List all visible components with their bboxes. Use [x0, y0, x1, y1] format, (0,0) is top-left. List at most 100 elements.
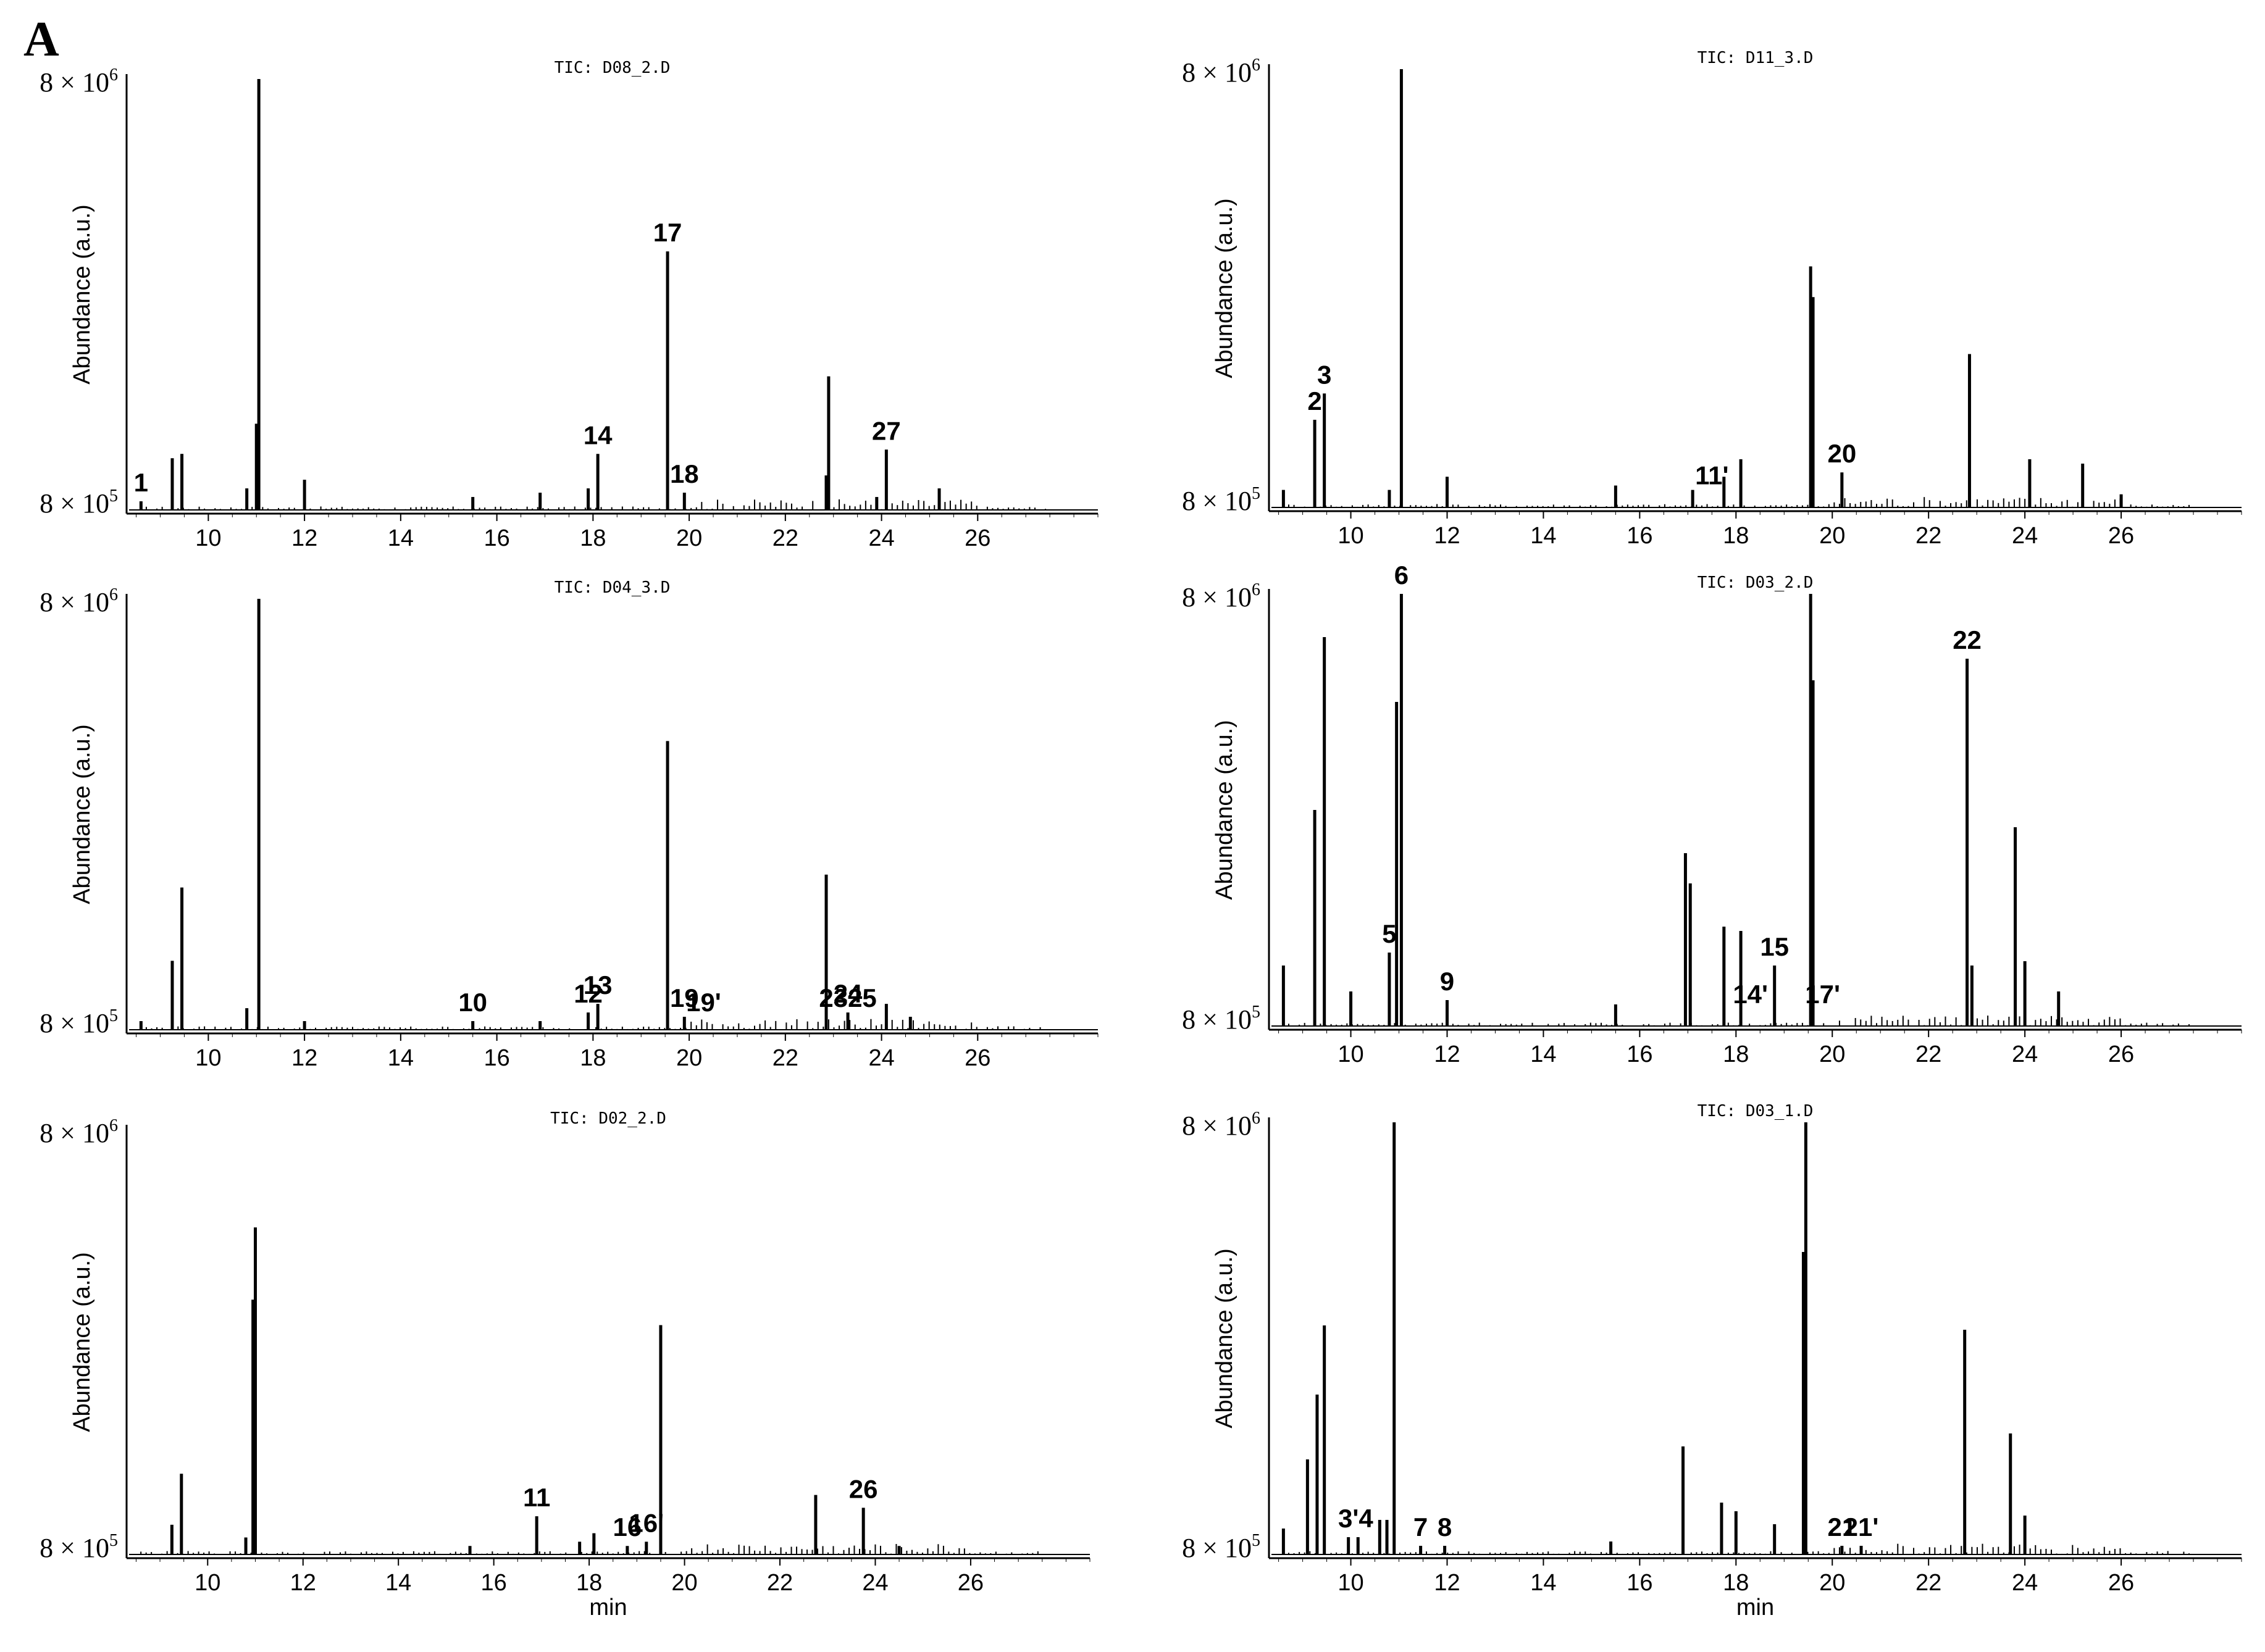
x-tick-label: 20 [1819, 1041, 1845, 1067]
trace-title: TIC: D03_2.D [1698, 574, 1814, 592]
y-axis-title: Abundance (a.u.) [69, 204, 95, 385]
x-tick-label: 22 [772, 1045, 798, 1071]
x-tick-label: 18 [1723, 523, 1749, 549]
x-tick-label: 22 [772, 525, 798, 551]
peak-label-2: 2 [1307, 386, 1321, 415]
x-tick-label: 12 [291, 525, 317, 551]
x-tick-label: 16 [481, 1570, 507, 1596]
y-tick-bottom-exponent: 5 [1252, 484, 1260, 503]
peak-label-3: 3 [1317, 360, 1331, 389]
x-tick-label: 26 [965, 1045, 990, 1071]
x-tick-label: 12 [290, 1570, 316, 1596]
y-tick-bottom-exponent: 5 [109, 1531, 118, 1550]
peak-label-20: 20 [1827, 439, 1856, 468]
noise-spikes [140, 499, 1047, 510]
x-tick-label: 16 [1627, 1570, 1652, 1596]
peak-label-16': 16' [629, 1508, 664, 1537]
x-tick-label: 20 [1819, 523, 1845, 549]
peak-label-14': 14' [1733, 980, 1768, 1009]
peak-label-19': 19' [686, 988, 721, 1017]
x-tick-label: 14 [388, 1045, 414, 1071]
x-tick-label: 16 [1627, 523, 1652, 549]
x-tick-label: 12 [291, 1045, 317, 1071]
peak-label-15: 15 [1760, 932, 1789, 961]
y-tick-top: 8 × 106 [1182, 580, 1260, 612]
y-tick-top-exponent: 6 [109, 65, 118, 85]
x-tick-label: 16 [484, 1045, 509, 1071]
x-tick-label: 10 [1338, 523, 1363, 549]
y-tick-top: 8 × 106 [1182, 1109, 1260, 1141]
x-tick-label: 12 [1434, 523, 1460, 549]
x-tick-label: 24 [2012, 523, 2038, 549]
noise-spikes [1283, 497, 2190, 507]
x-tick-label: 20 [676, 1045, 702, 1071]
y-tick-top-exponent: 6 [1252, 56, 1260, 75]
x-tick-label: 24 [862, 1570, 888, 1596]
x-tick-label: 26 [958, 1570, 984, 1596]
y-tick-top: 8 × 106 [40, 65, 118, 98]
x-tick-label: 10 [195, 1570, 220, 1596]
trace-title: TIC: D11_3.D [1698, 49, 1814, 67]
peak-label-21: 21 [1827, 1512, 1856, 1541]
x-tick-label: 10 [1338, 1570, 1363, 1596]
peak-label-10: 10 [458, 988, 487, 1017]
x-tick-label: 20 [1819, 1570, 1845, 1596]
x-tick-label: 24 [2012, 1041, 2038, 1067]
noise-spikes [1283, 1016, 2190, 1026]
x-axis-title: min [589, 1595, 627, 1621]
trace-title: TIC: D04_3.D [555, 578, 671, 597]
peak-label-26: 26 [849, 1474, 878, 1503]
peak-label-19: 19 [670, 983, 699, 1012]
peak-label-17: 17 [653, 218, 682, 247]
peak-label-14: 14 [584, 420, 613, 449]
peak-label-13: 13 [584, 970, 613, 999]
peak-label-8: 8 [1438, 1512, 1452, 1541]
peak-label-11: 11 [523, 1483, 550, 1512]
y-axis-title: Abundance (a.u.) [1212, 198, 1237, 378]
y-tick-bottom-exponent: 5 [109, 486, 118, 506]
noise-spikes [140, 1544, 1039, 1554]
x-tick-label: 26 [965, 525, 990, 551]
peak-label-24: 24 [834, 979, 863, 1008]
y-tick-bottom: 8 × 105 [40, 486, 118, 519]
y-tick-bottom: 8 × 105 [40, 1006, 118, 1038]
x-tick-label: 14 [1530, 1041, 1556, 1067]
x-tick-label: 18 [1723, 1041, 1749, 1067]
y-tick-top-exponent: 6 [1252, 1109, 1260, 1128]
x-tick-label: 18 [576, 1570, 602, 1596]
x-tick-label: 22 [1915, 1570, 1941, 1596]
x-tick-label: 22 [1915, 1041, 1941, 1067]
peak-label-6: 6 [1394, 561, 1409, 590]
peak-label-12: 12 [574, 979, 603, 1008]
peak-label-27: 27 [872, 416, 901, 445]
figure-label: A [23, 12, 59, 67]
noise-spikes [1283, 1543, 2190, 1554]
x-tick-label: 22 [767, 1570, 793, 1596]
trace-title: TIC: D03_1.D [1698, 1102, 1814, 1120]
x-tick-label: 18 [1723, 1570, 1749, 1596]
peak-label-17': 17' [1805, 980, 1840, 1009]
trace-title: TIC: D08_2.D [555, 59, 671, 77]
peak-label-11': 11' [1695, 461, 1728, 490]
x-tick-label: 10 [1338, 1041, 1363, 1067]
x-tick-label: 14 [385, 1570, 411, 1596]
y-tick-bottom: 8 × 105 [40, 1531, 118, 1563]
peak-label-16: 16 [613, 1512, 642, 1541]
y-tick-top: 8 × 106 [40, 585, 118, 617]
x-tick-label: 12 [1434, 1041, 1460, 1067]
y-tick-bottom: 8 × 105 [1182, 484, 1260, 516]
y-axis-title: Abundance (a.u.) [69, 1252, 95, 1432]
x-tick-label: 24 [2012, 1570, 2038, 1596]
y-axis-title: Abundance (a.u.) [69, 724, 95, 904]
peak-label-3'4: 3'4 [1338, 1504, 1373, 1533]
y-tick-top-exponent: 6 [109, 585, 118, 604]
x-tick-label: 24 [868, 525, 894, 551]
x-axis-title: min [1736, 1595, 1774, 1621]
chromatogram-panel-6: TIC: D03_1.D 10 12 14 16 18 20 22 24 26 8 × 106 8 ×… [1182, 1102, 2242, 1621]
y-tick-top: 8 × 106 [1182, 56, 1260, 88]
x-tick-label: 20 [676, 525, 702, 551]
x-tick-label: 26 [2108, 1041, 2134, 1067]
